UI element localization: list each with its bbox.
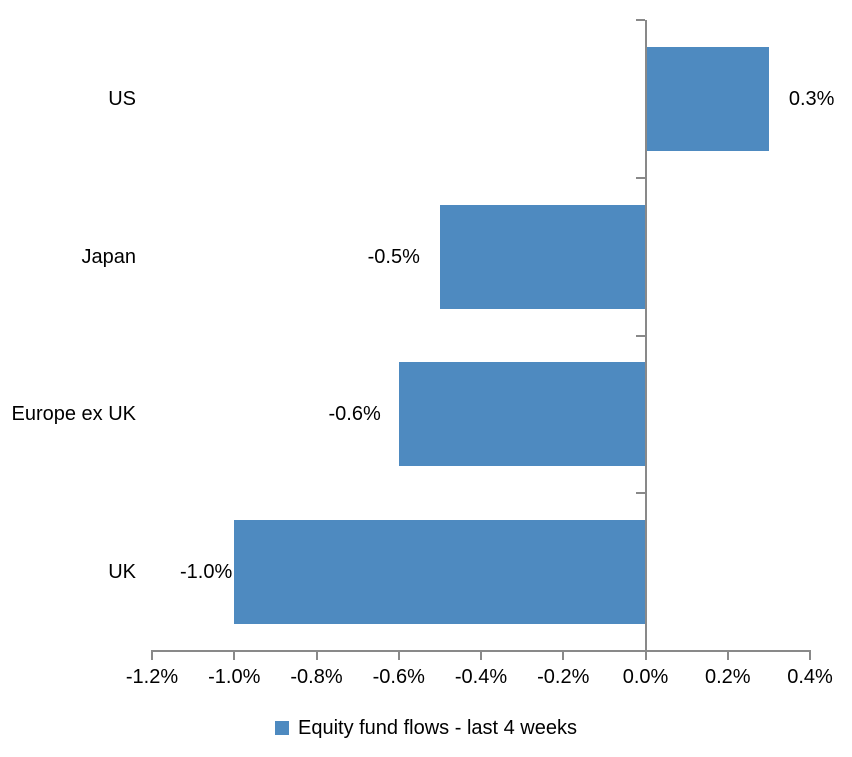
x-tick-label: -1.2% xyxy=(125,666,179,688)
category-label: US xyxy=(108,87,136,110)
legend-swatch-icon xyxy=(274,721,289,735)
x-tick-label: -0.4% xyxy=(454,666,508,688)
category-axis-tick xyxy=(635,492,645,495)
x-axis-tick xyxy=(562,651,565,660)
category-axis-tick xyxy=(635,334,645,337)
zero-axis-line xyxy=(644,20,647,651)
bar-europe-ex-uk xyxy=(398,362,646,467)
x-tick-label: -1.0% xyxy=(208,666,261,688)
x-tick-label: -0.8% xyxy=(290,666,343,688)
x-axis-tick xyxy=(809,651,811,660)
x-axis-tick xyxy=(151,651,153,660)
category-label: UK xyxy=(108,561,136,584)
x-axis-tick xyxy=(233,651,236,660)
x-tick-label: 0.2% xyxy=(704,666,751,688)
legend: Equity fund flows - last 4 weeks xyxy=(0,716,852,740)
data-label: -0.5% xyxy=(367,245,420,268)
x-tick-label: 0.4% xyxy=(787,666,833,688)
x-axis-tick xyxy=(397,651,400,660)
category-axis-tick xyxy=(635,650,645,652)
legend-label: Equity fund flows - last 4 weeks xyxy=(297,717,577,739)
x-axis-tick xyxy=(480,651,482,660)
x-axis-tick xyxy=(726,651,729,660)
x-tick-label: 0.0% xyxy=(622,666,669,688)
x-tick-label: -0.6% xyxy=(372,666,425,688)
x-axis-tick xyxy=(644,651,647,660)
x-axis-tick xyxy=(315,651,318,660)
data-label: -0.6% xyxy=(328,403,381,426)
bar-uk xyxy=(234,520,646,625)
category-axis-tick xyxy=(635,19,645,21)
category-label: Japan xyxy=(81,245,137,268)
x-tick-label: -0.2% xyxy=(537,666,590,688)
data-label: -1.0% xyxy=(180,561,233,584)
bar-us xyxy=(645,46,769,151)
bar-japan xyxy=(439,204,646,309)
category-axis-tick xyxy=(635,176,645,179)
data-label: 0.3% xyxy=(788,87,835,110)
category-label: Europe ex UK xyxy=(11,403,136,426)
